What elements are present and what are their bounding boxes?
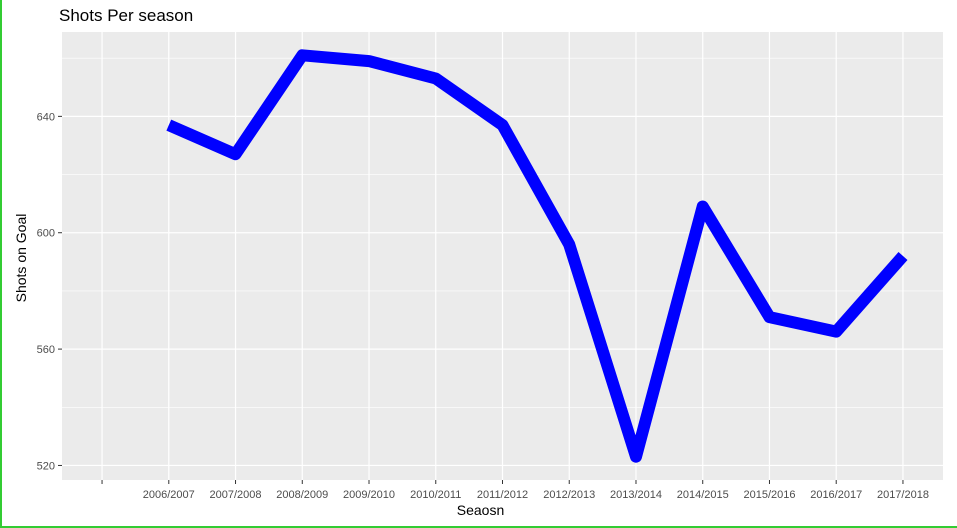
x-tick-label: 2010/2011	[410, 489, 461, 501]
y-tick-label: 560	[37, 344, 55, 356]
x-tick-label: 2006/2007	[143, 489, 195, 501]
x-tick-label: 2008/2009	[276, 489, 328, 501]
x-axis-title: Seaosn	[456, 502, 505, 518]
x-tick-label: 2013/2014	[610, 489, 662, 501]
x-tick-label: 2014/2015	[677, 489, 729, 501]
x-tick-label: 2015/2016	[743, 489, 795, 501]
x-tick-label: 2012/2013	[543, 489, 595, 501]
x-tick-label: 2011/2012	[477, 489, 528, 501]
x-tick-label: 2009/2010	[343, 489, 395, 501]
x-tick-label: 2017/2018	[877, 489, 929, 501]
y-tick-label: 600	[37, 228, 55, 240]
y-tick-label: 520	[37, 460, 55, 472]
x-tick-label: 2016/2017	[810, 489, 862, 501]
y-axis-title: Shots on Goal	[13, 213, 29, 303]
x-tick-label: 2007/2008	[210, 489, 262, 501]
chart-title: Shots Per season	[59, 6, 194, 25]
series-line	[166, 49, 908, 463]
y-tick-label: 640	[37, 111, 55, 123]
